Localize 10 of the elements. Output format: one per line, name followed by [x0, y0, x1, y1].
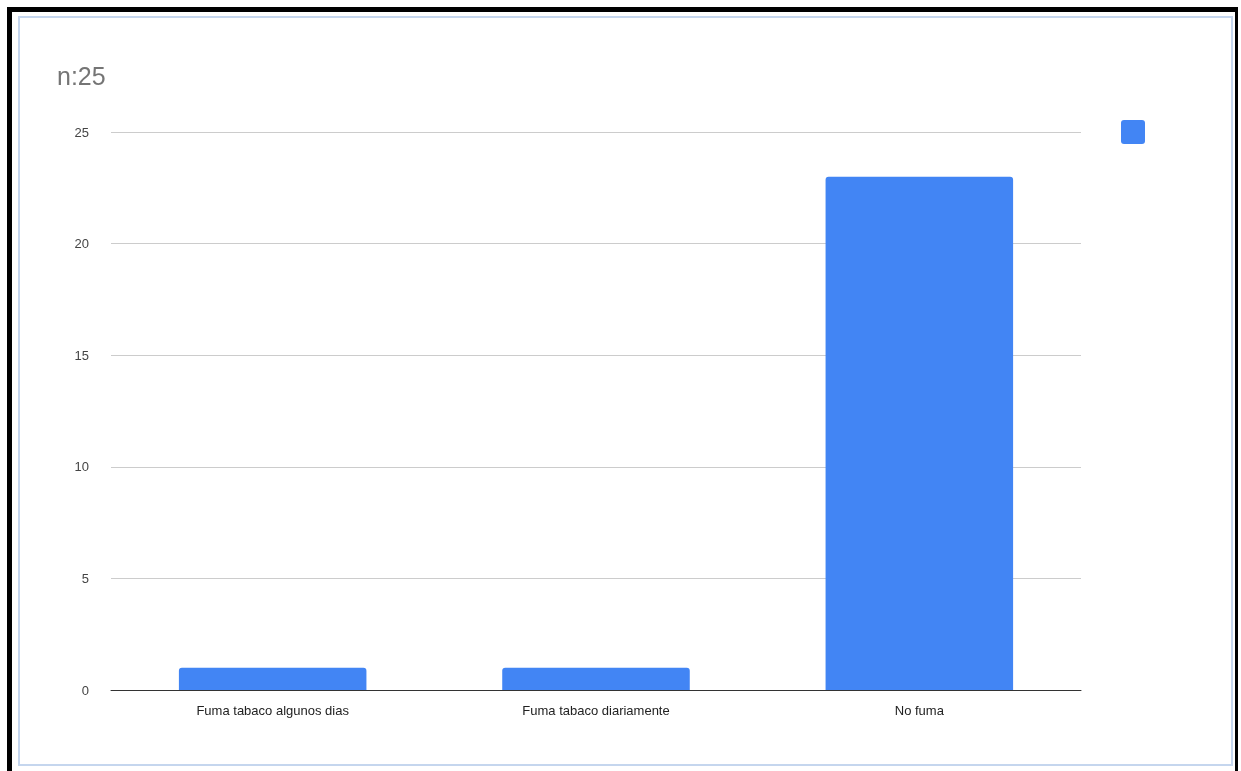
x-tick-label: No fuma — [894, 703, 945, 718]
y-tick-label: 15 — [74, 347, 89, 363]
y-tick-label: 10 — [74, 459, 89, 475]
y-tick-label: 5 — [81, 570, 89, 586]
y-tick-label: 0 — [81, 682, 89, 698]
x-tick-label: Fuma tabaco algunos dias — [196, 703, 350, 718]
x-tick-label: Fuma tabaco diariamente — [522, 703, 670, 718]
y-tick-label: 20 — [74, 236, 89, 252]
chart-title: n:25 — [57, 61, 106, 90]
y-tick-label: 25 — [74, 124, 89, 140]
